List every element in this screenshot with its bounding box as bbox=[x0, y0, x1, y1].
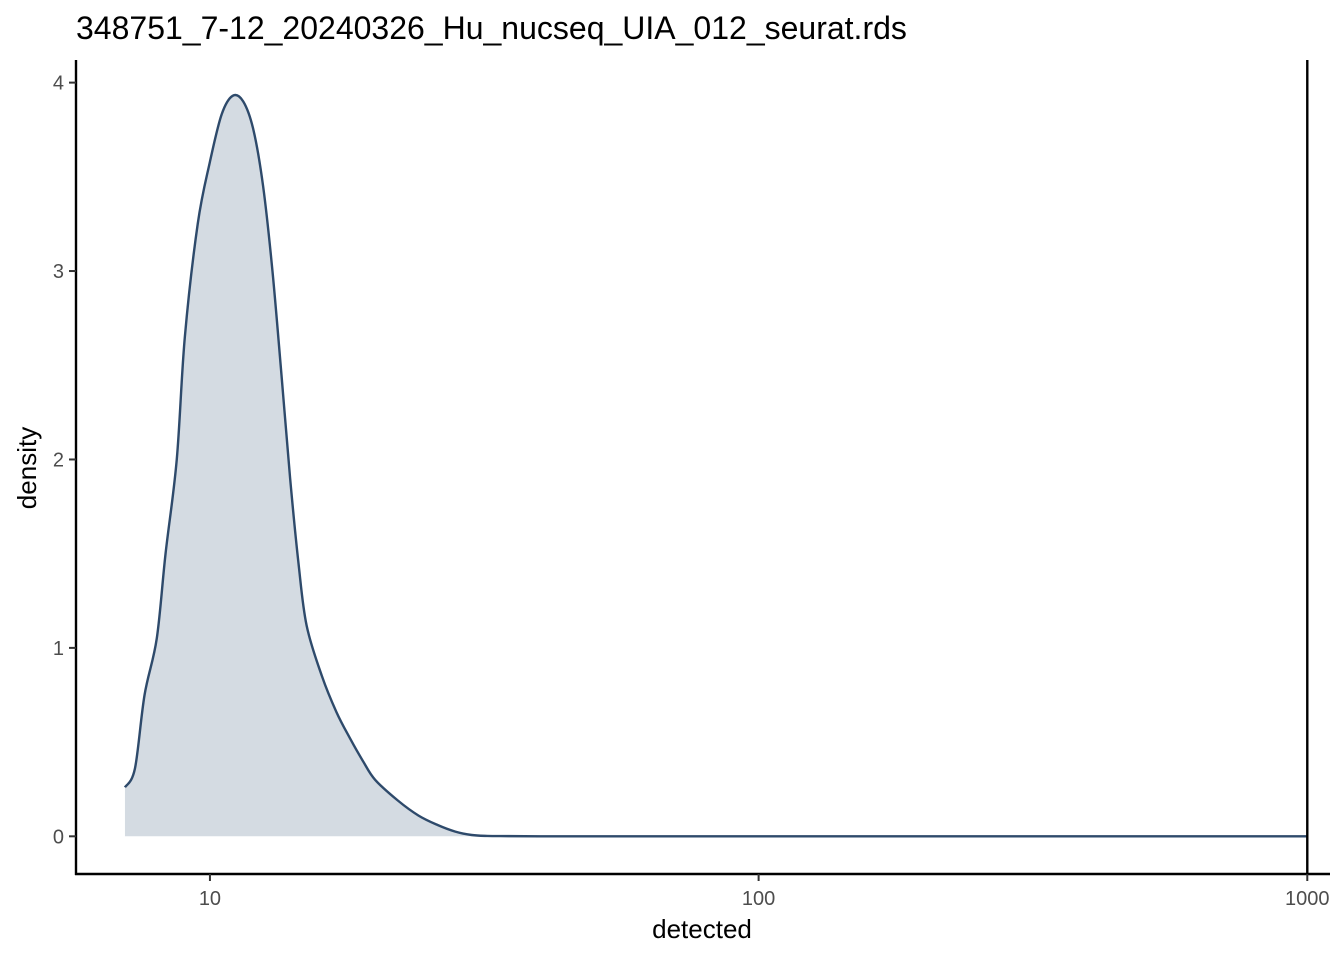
y-tick-label: 0 bbox=[53, 826, 64, 848]
density-line bbox=[123, 93, 1308, 838]
y-tick-label: 1 bbox=[53, 638, 64, 660]
y-tick-label: 2 bbox=[53, 449, 64, 471]
chart-title: 348751_7-12_20240326_Hu_nucseq_UIA_012_s… bbox=[76, 10, 907, 46]
y-tick-label: 4 bbox=[53, 73, 64, 95]
x-tick-label: 1000 bbox=[1285, 888, 1330, 910]
y-tick-label: 3 bbox=[53, 261, 64, 283]
plot-area bbox=[123, 60, 1309, 874]
x-axis-title: detected bbox=[652, 914, 752, 944]
x-tick-label: 10 bbox=[199, 888, 221, 910]
density-area bbox=[124, 94, 1308, 837]
x-tick-label: 100 bbox=[742, 888, 775, 910]
axes: 0 1 2 3 4 10 100 1000 bbox=[53, 60, 1330, 910]
y-axis-title: density bbox=[12, 427, 42, 509]
